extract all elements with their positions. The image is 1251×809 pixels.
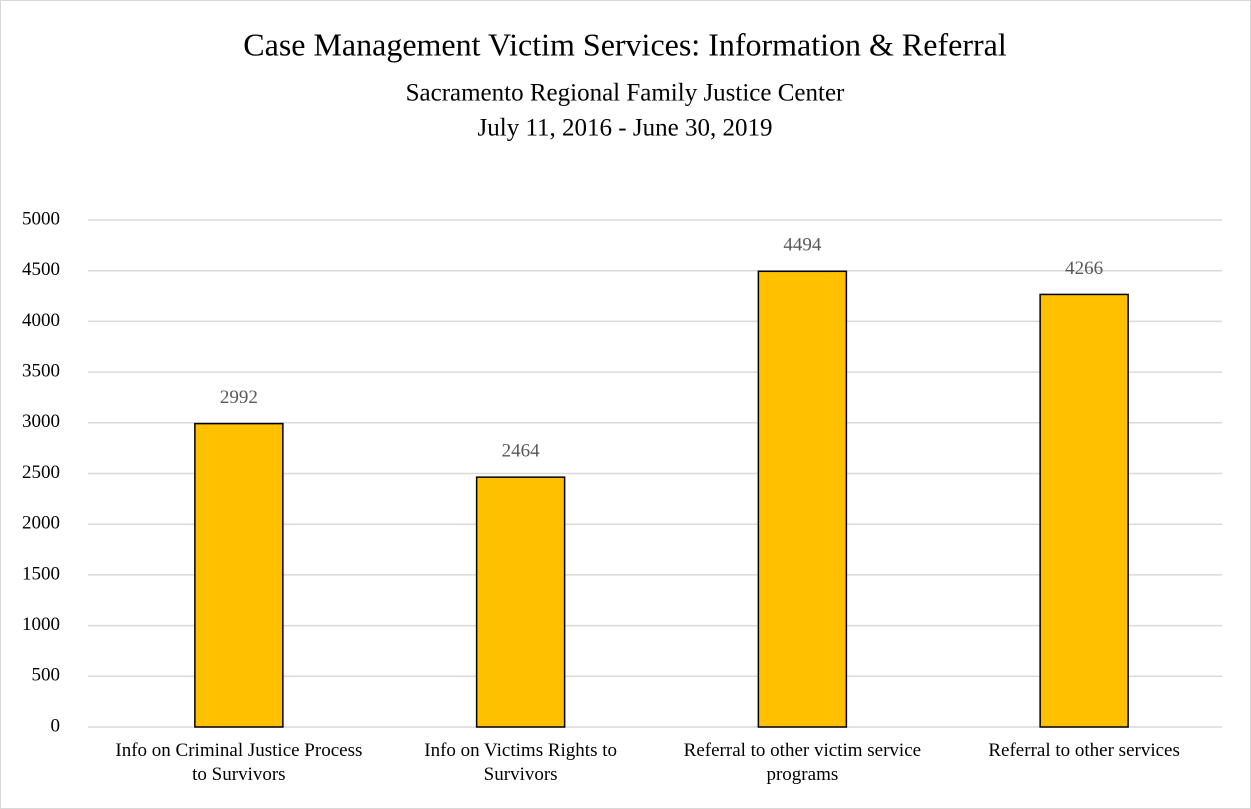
y-tick-label: 3000 — [22, 411, 60, 432]
chart-title: Case Management Victim Services: Informa… — [243, 26, 1007, 62]
y-tick-label: 3500 — [22, 360, 60, 381]
x-tick-label: Referral to other victim service program… — [683, 740, 922, 785]
y-tick-label: 4000 — [22, 310, 60, 331]
y-tick-label: 1000 — [22, 614, 60, 635]
y-tick-label: 2500 — [22, 462, 60, 483]
data-label: 4494 — [783, 235, 822, 256]
y-tick-label: 500 — [32, 665, 61, 686]
x-tick-label: Info on Victims Rights to Survivors — [424, 740, 617, 785]
y-tick-label: 5000 — [22, 208, 60, 229]
data-label: 2464 — [502, 441, 541, 462]
bar — [194, 422, 284, 728]
y-tick-label: 4500 — [22, 259, 60, 280]
bar — [1039, 293, 1129, 728]
data-label: 2992 — [220, 387, 258, 408]
bar — [475, 476, 566, 728]
x-tick-label: Referral to other services — [988, 740, 1180, 761]
chart-subtitle: Sacramento Regional Family Justice Cente… — [406, 80, 845, 107]
bar — [757, 270, 848, 728]
data-label: 4266 — [1065, 258, 1103, 279]
y-tick-label: 0 — [51, 715, 61, 736]
y-tick-label: 2000 — [22, 513, 60, 534]
x-tick-label: Info on Criminal Justice Process to Surv… — [115, 740, 363, 785]
y-tick-label: 1500 — [22, 563, 60, 584]
chart-subtitle: July 11, 2016 - June 30, 2019 — [478, 115, 773, 142]
